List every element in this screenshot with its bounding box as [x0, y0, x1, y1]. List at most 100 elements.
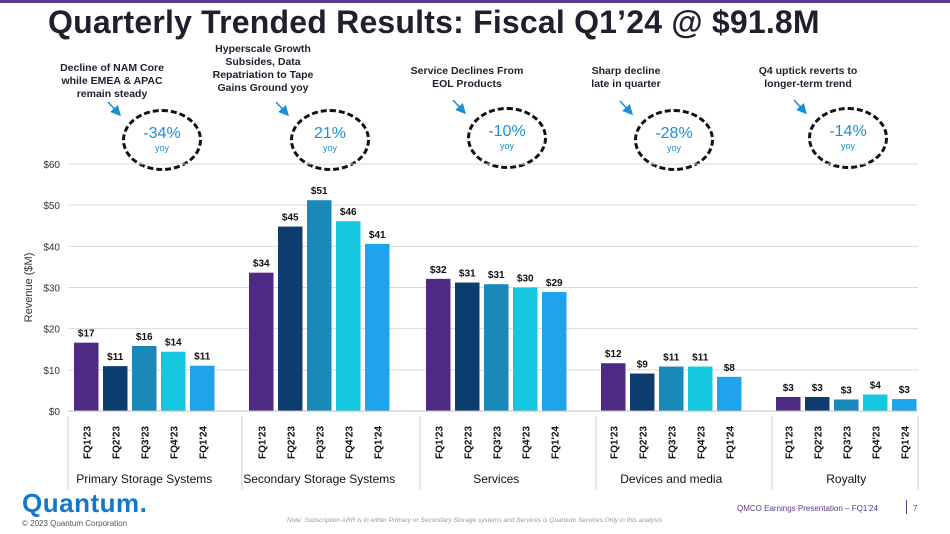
x-tick-label: FQ3'23: [315, 426, 326, 459]
callout-text-services: Service Declines From EOL Products: [410, 65, 524, 90]
bar-value-label: $16: [136, 332, 153, 343]
bar: [278, 226, 303, 411]
bar-value-label: $31: [488, 270, 505, 281]
x-tick-label: FQ1'24: [725, 426, 736, 459]
arrow-secondary: [275, 101, 290, 117]
x-tick-label: FQ3'23: [842, 426, 853, 459]
bar-value-label: $32: [430, 265, 447, 276]
x-tick-label: FQ3'23: [492, 426, 503, 459]
bar: [805, 397, 830, 411]
y-tick-label: $40: [43, 242, 60, 253]
bar: [426, 278, 451, 411]
bar-value-label: $17: [78, 329, 95, 340]
x-tick-label: FQ2'23: [286, 426, 297, 459]
y-axis-label: Revenue ($M): [23, 253, 35, 323]
x-tick-label: FQ4'23: [344, 426, 355, 459]
footer-separator: [906, 500, 907, 514]
callout-text-secondary: Hyperscale Growth Subsides, Data Repatri…: [212, 43, 314, 94]
arrow-royalty: [793, 99, 808, 115]
y-tick-label: $0: [49, 407, 61, 418]
bar-value-label: $11: [692, 353, 709, 364]
top-accent-line: [0, 0, 950, 3]
arrow-services: [452, 99, 467, 115]
bar-value-label: $9: [637, 360, 649, 371]
x-tick-label: FQ4'23: [696, 426, 707, 459]
y-tick-label: $60: [43, 160, 60, 171]
bar: [307, 200, 332, 411]
copyright: © 2023 Quantum Corporation: [22, 519, 128, 528]
y-tick-label: $10: [43, 366, 60, 377]
page-number: 7: [913, 504, 918, 513]
bar: [630, 373, 655, 411]
x-tick-label: FQ1'24: [198, 426, 209, 459]
bar: [542, 292, 567, 411]
bar: [776, 397, 801, 411]
bar-value-label: $30: [517, 274, 534, 285]
x-tick-label: FQ1'23: [784, 426, 795, 459]
yoy-circle-primary: -34% yoy: [122, 109, 202, 171]
callout-arrows: [107, 99, 808, 117]
yoy-circle-secondary: 21% yoy: [290, 109, 370, 171]
callout-text-royalty: Q4 uptick reverts to longer-term trend: [758, 65, 858, 90]
yoy-circle-devices: -28% yoy: [634, 109, 714, 171]
bar: [863, 394, 888, 411]
bar: [717, 376, 742, 411]
x-tick-label: FQ2'23: [111, 426, 122, 459]
group-label: Devices and media: [620, 472, 722, 486]
bar: [132, 345, 157, 411]
group-label: Royalty: [826, 472, 866, 486]
y-tick-label: $30: [43, 284, 60, 295]
group-label: Secondary Storage Systems: [243, 472, 395, 486]
yoy-pct-services: -10%: [488, 123, 526, 140]
bar: [249, 272, 274, 411]
bar: [455, 282, 480, 411]
bar: [365, 243, 390, 411]
x-tick-label: FQ1'24: [550, 426, 561, 459]
y-tick-label: $50: [43, 201, 60, 212]
x-tick-label: FQ1'23: [82, 426, 93, 459]
x-tick-label: FQ1'23: [609, 426, 620, 459]
footnote: Note: Subscription ARR is in either Prim…: [287, 517, 663, 524]
x-tick-label: FQ1'23: [434, 426, 445, 459]
yoy-pct-royalty: -14%: [829, 123, 867, 140]
yoy-pct-primary: -34%: [143, 125, 181, 142]
arrow-primary: [107, 101, 122, 117]
bar-value-label: $3: [783, 383, 795, 394]
bar-value-label: $11: [107, 352, 124, 363]
bar: [892, 399, 917, 411]
bar-value-label: $11: [194, 352, 211, 363]
yoy-circle-services: -10% yoy: [467, 107, 547, 169]
group-label: Primary Storage Systems: [76, 472, 212, 486]
bar: [688, 366, 713, 411]
yoy-label-primary: yoy: [154, 143, 169, 153]
bar: [336, 221, 361, 411]
callout-text-primary: Decline of NAM Core while EMEA & APAC re…: [60, 62, 164, 100]
bar-value-label: $12: [605, 349, 622, 360]
bar-value-label: $3: [841, 385, 853, 396]
x-tick-label: FQ2'23: [638, 426, 649, 459]
presentation-label: QMCO Earnings Presentation – FQ1’24: [737, 504, 878, 513]
x-tick-label: FQ1'23: [257, 426, 268, 459]
bar: [484, 284, 509, 411]
page-title: Quarterly Trended Results: Fiscal Q1’24 …: [48, 4, 820, 40]
bar-value-label: $29: [546, 278, 563, 289]
bar-value-label: $8: [724, 363, 736, 374]
bar-value-label: $31: [459, 269, 476, 280]
bar: [834, 399, 859, 411]
x-tick-label: FQ4'23: [521, 426, 532, 459]
bar-value-label: $4: [870, 381, 882, 392]
yoy-label-devices: yoy: [666, 143, 681, 153]
x-tick-label: FQ4'23: [169, 426, 180, 459]
revenue-bar-chart: $0 $10 $20 $30 $40 $50 $60 Revenue ($M) $17 FQ1'2…: [23, 160, 919, 490]
bar: [601, 363, 626, 411]
bar-value-label: $41: [369, 230, 386, 241]
y-tick-label: $20: [43, 325, 60, 336]
x-tick-label: FQ2'23: [463, 426, 474, 459]
yoy-pct-secondary: 21%: [313, 125, 347, 142]
bar: [513, 287, 538, 411]
bar: [161, 351, 186, 411]
bar-value-label: $34: [253, 259, 270, 270]
bar-value-label: $46: [340, 207, 357, 218]
yoy-label-services: yoy: [499, 141, 514, 151]
yoy-label-royalty: yoy: [840, 141, 855, 151]
